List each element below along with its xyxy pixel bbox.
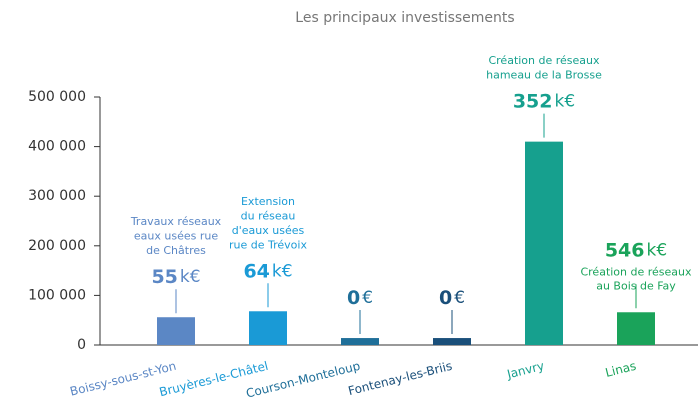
bar [525, 141, 563, 345]
annotation-text: rue de Trévoix [229, 238, 307, 251]
y-tick-label: 200 000 [28, 238, 86, 254]
y-tick-label: 400 000 [28, 139, 86, 155]
annotation-text: Création de réseaux [580, 265, 692, 278]
annotation-amount: 64 k€ [243, 260, 292, 282]
amount-number: 546 [605, 239, 645, 261]
bar [249, 311, 287, 345]
y-tick-label: 500 000 [28, 89, 86, 105]
x-tick-label: Fontenay-les-Briis [347, 359, 454, 398]
amount-number: 55 [151, 266, 177, 288]
annotation-text: de Châtres [146, 244, 206, 257]
amount-unit: k€ [555, 92, 576, 112]
annotation-amount: 0 € [347, 287, 373, 309]
bar [157, 317, 195, 345]
amount-unit: k€ [180, 267, 201, 287]
annotation-amount: 55 k€ [151, 266, 200, 288]
amount-number: 0 [347, 287, 360, 309]
bar [341, 338, 379, 345]
annotation-text: eaux usées rue [134, 230, 218, 243]
y-tick-label: 300 000 [28, 188, 86, 204]
annotation-text: au Bois de Fay [596, 279, 676, 292]
amount-unit: k€ [647, 240, 668, 260]
annotation-text: Travaux réseaux [130, 215, 222, 228]
amount-unit: k€ [272, 261, 293, 281]
annotation-text: hameau de la Brosse [486, 69, 602, 82]
bar [433, 338, 471, 345]
annotation-amount: 352 k€ [513, 90, 575, 112]
y-tick-label: 100 000 [28, 287, 86, 303]
annotation-text: du réseau [241, 209, 296, 222]
amount-number: 352 [513, 90, 553, 112]
amount-unit: € [454, 288, 465, 308]
amount-number: 64 [243, 260, 269, 282]
x-tick-label: Janvry [505, 359, 546, 382]
annotation-text: Création de réseaux [488, 54, 600, 67]
y-tick-label: 0 [77, 337, 86, 353]
annotation-amount: 0 € [439, 287, 465, 309]
amount-unit: € [362, 288, 373, 308]
amount-number: 0 [439, 287, 452, 309]
annotation-text: Extension [241, 195, 295, 208]
annotation-text: d'eaux usées [232, 224, 305, 237]
bar [617, 312, 655, 345]
x-tick-label: Linas [604, 359, 638, 380]
chart-title: Les principaux investissements [295, 10, 514, 26]
annotation-amount: 546 k€ [605, 239, 667, 261]
